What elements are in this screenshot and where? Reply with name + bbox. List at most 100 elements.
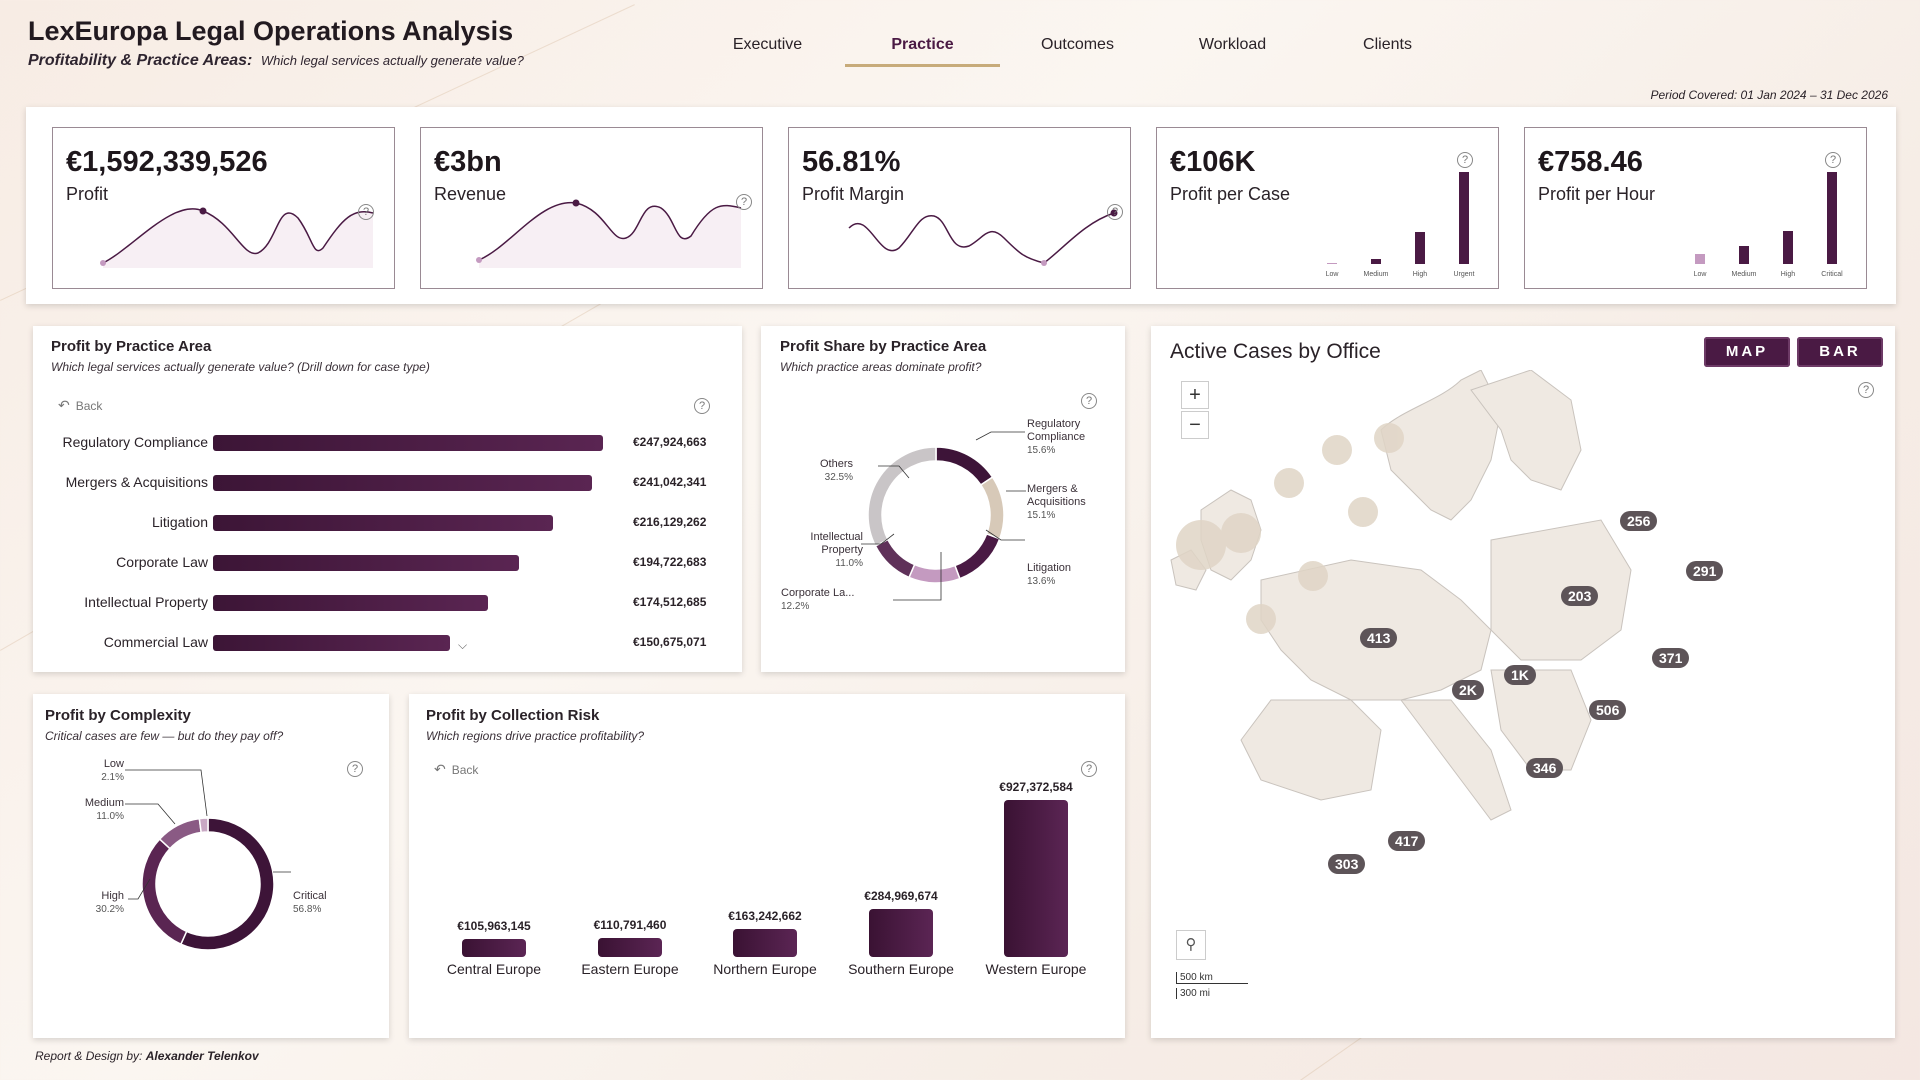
back-button[interactable]: ↶ Back <box>58 397 102 414</box>
map-search-icon[interactable]: ⚲ <box>1176 930 1206 960</box>
office-bubble-label[interactable]: 346 <box>1526 758 1564 778</box>
mini-bar <box>1371 259 1381 264</box>
kpi-label: Profit per Hour <box>1538 184 1656 204</box>
office-bubble-label[interactable]: 1K <box>1504 665 1536 685</box>
collection-risk-bar[interactable] <box>869 908 933 957</box>
subtitle-main: Profitability & Practice Areas: <box>28 52 253 69</box>
collection-risk-title: Profit by Collection Risk <box>426 707 600 724</box>
office-bubble-label[interactable]: 256 <box>1620 511 1658 531</box>
profit-share-leaders <box>861 431 1026 601</box>
practice-bar[interactable] <box>213 475 593 491</box>
tab-clients[interactable]: Clients <box>1363 36 1412 53</box>
practice-bar[interactable] <box>213 635 451 651</box>
zoom-in-button[interactable]: + <box>1181 381 1209 409</box>
back-label: Back <box>75 399 103 413</box>
bar-toggle-button[interactable]: BAR <box>1797 337 1883 367</box>
tab-executive[interactable]: Executive <box>732 36 803 53</box>
profit-share-subtitle: Which practice areas dominate profit? <box>780 360 982 374</box>
practice-bar-label: Intellectual Property <box>84 594 208 610</box>
footer-author: Alexander Telenkov <box>145 1049 259 1063</box>
tab-workload[interactable]: Workload <box>1198 36 1267 53</box>
mini-bar-label: Urgent <box>1453 271 1474 278</box>
help-icon[interactable]: ? <box>1081 761 1097 777</box>
office-bubble <box>1221 513 1261 553</box>
kpi-value: €106K <box>1170 146 1256 178</box>
map-scale-mi: 300 mi <box>1176 988 1248 999</box>
complexity-label-medium: Medium 11.0% <box>72 797 124 823</box>
kpi-label: Profit per Case <box>1170 184 1291 204</box>
mini-bar <box>1827 172 1837 264</box>
collection-risk-bar[interactable] <box>462 939 526 957</box>
office-bubble-label[interactable]: 506 <box>1589 700 1627 720</box>
mini-bar-label: Low <box>1694 271 1708 278</box>
practice-bar[interactable] <box>213 435 603 451</box>
collection-risk-bar[interactable] <box>733 929 797 957</box>
kpi-mini-bars: Low Medium High Critical <box>1694 172 1843 278</box>
office-bubble-label[interactable]: 417 <box>1388 831 1426 851</box>
subtitle-question: Which legal services actually generate v… <box>260 53 524 68</box>
slice-pct: 56.8% <box>293 904 322 915</box>
donut-slice[interactable] <box>867 446 937 547</box>
back-button[interactable]: ↶ Back <box>434 761 478 778</box>
donut-slice[interactable] <box>198 817 209 834</box>
slice-name: Regulatory Compliance <box>1027 418 1086 443</box>
office-bubble-label[interactable]: 203 <box>1561 586 1599 606</box>
share-label-ma: Mergers & Acquisitions 15.1% <box>1027 483 1107 522</box>
europe-map[interactable] <box>1151 370 1895 1020</box>
map-toggle-button[interactable]: MAP <box>1704 337 1790 367</box>
office-bubble-label[interactable]: 2K <box>1452 680 1484 700</box>
practice-bar-value: €247,924,663 <box>633 435 707 449</box>
collection-risk-subtitle: Which regions drive practice profitabili… <box>426 729 645 743</box>
slice-name: Critical <box>293 890 327 902</box>
practice-bar-label: Regulatory Compliance <box>62 434 208 450</box>
kpi-value: €758.46 <box>1538 146 1643 178</box>
practice-bar[interactable] <box>213 555 520 571</box>
kpi-card-profit-per-hour[interactable]: €758.46 Profit per Hour Low Medium High … <box>1524 127 1867 289</box>
zoom-out-button[interactable]: − <box>1181 411 1209 439</box>
help-icon[interactable]: ? <box>736 194 752 210</box>
page-title: LexEuropa Legal Operations Analysis <box>28 16 514 46</box>
kpi-label: Profit <box>66 184 109 204</box>
office-bubble <box>1274 468 1304 498</box>
chevron-down-icon[interactable]: ⌵ <box>458 638 468 652</box>
help-icon[interactable]: ? <box>1107 204 1123 220</box>
practice-bar[interactable] <box>213 515 553 531</box>
complexity-subtitle: Critical cases are few — but do they pay… <box>45 729 284 743</box>
help-icon[interactable]: ? <box>1858 382 1874 398</box>
practice-bar[interactable] <box>213 595 488 611</box>
collection-risk-bar[interactable] <box>1004 800 1068 957</box>
mini-bar-label: Critical <box>1821 271 1843 278</box>
help-icon[interactable]: ? <box>358 204 374 220</box>
office-bubble-label[interactable]: 303 <box>1328 854 1366 874</box>
kpi-value: 56.81% <box>802 146 901 178</box>
kpi-card-profit[interactable]: €1,592,339,526 Profit ? <box>52 127 395 289</box>
mini-bar <box>1459 172 1469 264</box>
practice-bar-label: Litigation <box>151 514 208 530</box>
help-icon[interactable]: ? <box>1825 152 1841 168</box>
collection-risk-value: €105,963,145 <box>457 919 531 934</box>
help-icon[interactable]: ? <box>347 761 363 777</box>
map-region-east <box>1490 519 1632 661</box>
page-subtitle: Profitability & Practice Areas: Which le… <box>28 52 524 70</box>
kpi-card-profit-margin[interactable]: 56.81% Profit Margin ? <box>788 127 1131 289</box>
office-bubble-label[interactable]: 291 <box>1686 561 1724 581</box>
help-icon[interactable]: ? <box>694 398 710 414</box>
collection-risk-category: Northern Europe <box>713 961 817 977</box>
office-bubble <box>1298 561 1328 591</box>
kpi-label: Profit Margin <box>802 184 905 204</box>
kpi-card-revenue[interactable]: €3bn Revenue ? <box>420 127 763 289</box>
office-bubble-label[interactable]: 413 <box>1360 628 1398 648</box>
slice-name: Low <box>103 758 124 770</box>
tab-practice[interactable]: Practice <box>845 36 1000 67</box>
collection-risk-bar[interactable] <box>598 938 662 957</box>
collection-risk-value: €927,372,584 <box>999 780 1073 794</box>
mini-bar-label: Medium <box>1364 271 1389 278</box>
tab-outcomes[interactable]: Outcomes <box>1041 36 1114 53</box>
office-bubble-label[interactable]: 371 <box>1652 648 1690 668</box>
complexity-donut <box>141 817 275 951</box>
help-icon[interactable]: ? <box>1081 393 1097 409</box>
slice-pct: 12.2% <box>781 601 810 612</box>
complexity-card <box>33 694 389 1038</box>
help-icon[interactable]: ? <box>1457 152 1473 168</box>
kpi-card-profit-per-case[interactable]: €106K Profit per Case Low Medium High Ur… <box>1156 127 1499 289</box>
